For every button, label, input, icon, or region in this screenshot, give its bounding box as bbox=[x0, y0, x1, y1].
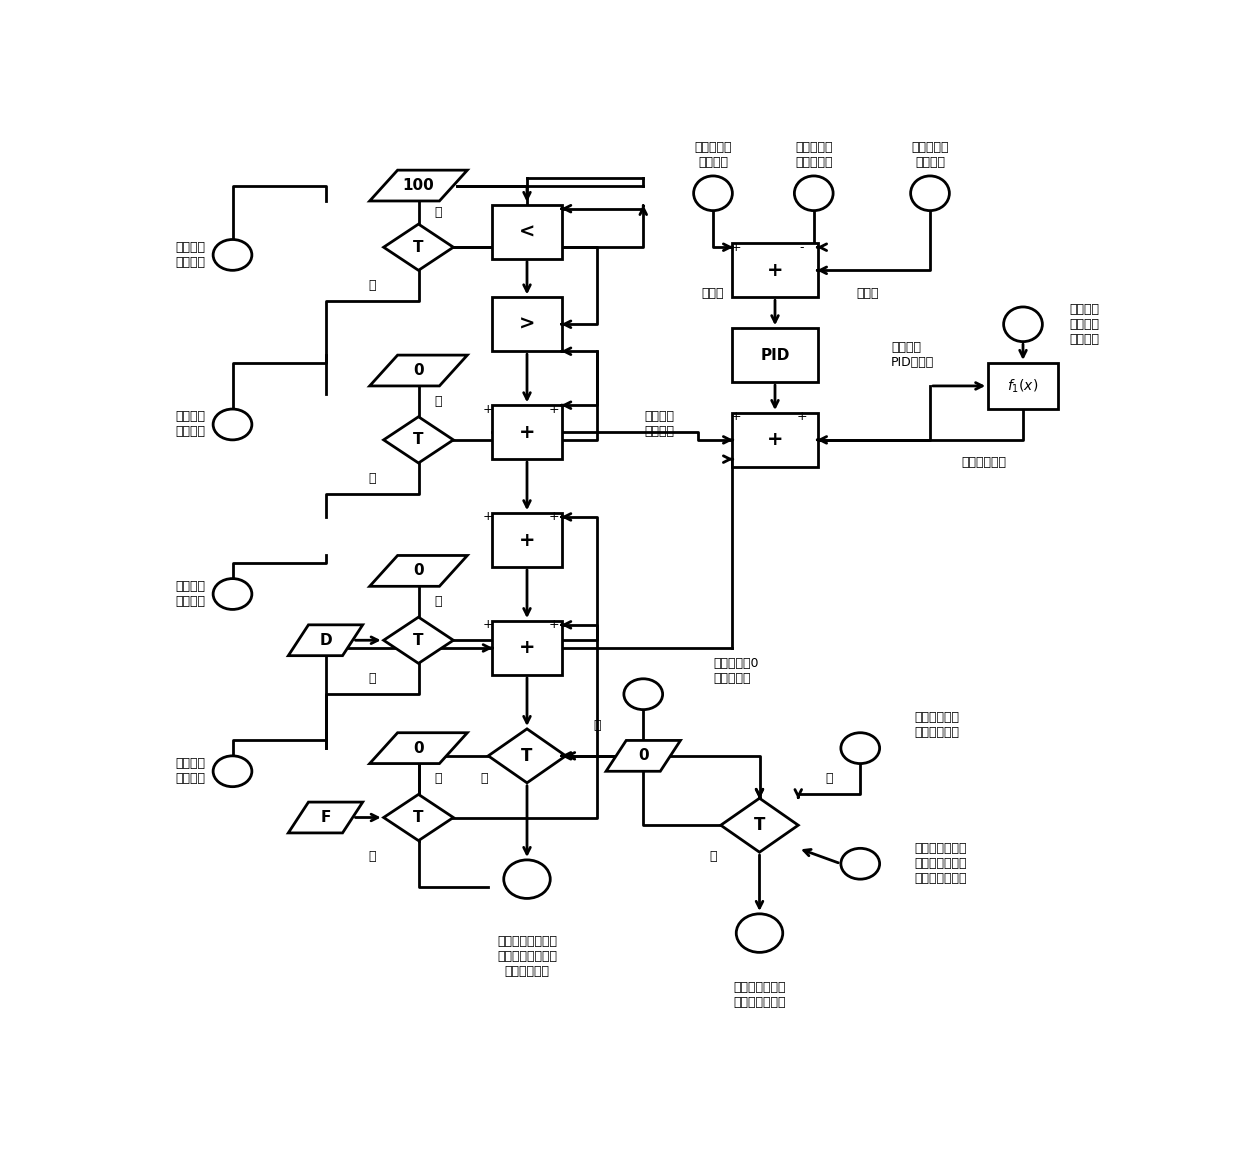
Text: +: + bbox=[482, 619, 494, 632]
Text: D: D bbox=[319, 633, 332, 648]
Text: +: + bbox=[518, 639, 536, 657]
FancyBboxPatch shape bbox=[492, 621, 562, 675]
Text: +: + bbox=[482, 511, 494, 524]
Ellipse shape bbox=[841, 733, 879, 764]
Ellipse shape bbox=[213, 578, 252, 610]
Text: $f_1(x)$: $f_1(x)$ bbox=[1007, 377, 1039, 395]
Text: 否: 否 bbox=[709, 850, 717, 863]
Ellipse shape bbox=[795, 176, 833, 210]
Text: 0: 0 bbox=[413, 741, 424, 756]
Text: 低压旁路
调节阀门
控制指令: 低压旁路 调节阀门 控制指令 bbox=[1069, 303, 1100, 346]
Text: +: + bbox=[518, 531, 536, 549]
Text: T: T bbox=[413, 810, 424, 825]
Text: 高压旁路调节阀门
供热机组旁路供热
方式控制指令: 高压旁路调节阀门 供热机组旁路供热 方式控制指令 bbox=[497, 935, 557, 978]
Polygon shape bbox=[288, 802, 363, 832]
Text: 高旁蒸汽流
量测量值: 高旁蒸汽流 量测量值 bbox=[911, 140, 949, 168]
Polygon shape bbox=[606, 741, 681, 771]
Text: 高旁流量
控制指令: 高旁流量 控制指令 bbox=[645, 411, 675, 439]
Text: +: + bbox=[766, 261, 784, 280]
Text: +: + bbox=[482, 403, 494, 416]
Text: 高压旁路调节阀
门供热机组启、
停方式控制指令: 高压旁路调节阀 门供热机组启、 停方式控制指令 bbox=[915, 842, 967, 885]
Text: 是: 是 bbox=[368, 280, 376, 293]
Text: +: + bbox=[518, 423, 536, 441]
Text: 是: 是 bbox=[368, 850, 376, 863]
Text: 0: 0 bbox=[413, 563, 424, 578]
Text: +: + bbox=[730, 240, 742, 254]
Text: T: T bbox=[413, 239, 424, 254]
Polygon shape bbox=[720, 799, 799, 852]
Text: +: + bbox=[549, 511, 559, 524]
Text: 设定值: 设定值 bbox=[702, 287, 724, 300]
FancyBboxPatch shape bbox=[492, 297, 562, 352]
Ellipse shape bbox=[624, 679, 662, 709]
Ellipse shape bbox=[1003, 307, 1043, 341]
Text: 否: 否 bbox=[434, 205, 441, 219]
Text: T: T bbox=[413, 633, 424, 648]
FancyBboxPatch shape bbox=[733, 413, 817, 467]
FancyBboxPatch shape bbox=[733, 244, 817, 297]
Text: 100: 100 bbox=[403, 178, 434, 193]
Text: 保护关闭至0
的条件满足: 保护关闭至0 的条件满足 bbox=[713, 657, 759, 685]
FancyBboxPatch shape bbox=[733, 329, 817, 382]
Text: T: T bbox=[413, 432, 424, 447]
Text: 否: 否 bbox=[481, 772, 489, 786]
Ellipse shape bbox=[693, 176, 733, 210]
Text: 被调量: 被调量 bbox=[857, 287, 879, 300]
Text: F: F bbox=[320, 810, 331, 825]
FancyBboxPatch shape bbox=[492, 405, 562, 459]
Text: 否: 否 bbox=[434, 395, 441, 408]
Ellipse shape bbox=[910, 176, 950, 210]
Polygon shape bbox=[383, 794, 454, 841]
Polygon shape bbox=[383, 618, 454, 663]
Text: +: + bbox=[730, 410, 742, 424]
Text: 闭锁开启
条件满足: 闭锁开启 条件满足 bbox=[175, 241, 205, 269]
Ellipse shape bbox=[503, 860, 551, 899]
Ellipse shape bbox=[213, 409, 252, 440]
Text: +: + bbox=[549, 619, 559, 632]
Text: 否: 否 bbox=[434, 596, 441, 608]
Polygon shape bbox=[370, 355, 467, 385]
Text: T: T bbox=[754, 816, 765, 835]
Text: 连锁关闭
条件满足: 连锁关闭 条件满足 bbox=[175, 757, 205, 785]
Ellipse shape bbox=[841, 849, 879, 879]
Text: 是: 是 bbox=[593, 719, 600, 731]
Text: 0: 0 bbox=[637, 749, 649, 763]
Ellipse shape bbox=[213, 756, 252, 787]
Text: +: + bbox=[766, 431, 784, 449]
Polygon shape bbox=[489, 729, 565, 783]
Text: 高压旁路调节阀
门自动控制指令: 高压旁路调节阀 门自动控制指令 bbox=[733, 981, 786, 1009]
Polygon shape bbox=[370, 171, 467, 201]
Polygon shape bbox=[383, 417, 454, 463]
Text: 连锁开启
条件满足: 连锁开启 条件满足 bbox=[175, 580, 205, 608]
Text: >: > bbox=[518, 315, 536, 333]
Text: 高旁减温水
流量测量值: 高旁减温水 流量测量值 bbox=[795, 140, 832, 168]
FancyBboxPatch shape bbox=[492, 513, 562, 567]
Text: 随动控制指令: 随动控制指令 bbox=[961, 456, 1006, 469]
Text: +: + bbox=[549, 403, 559, 416]
Text: 是: 是 bbox=[368, 471, 376, 485]
Text: +: + bbox=[797, 410, 807, 424]
Polygon shape bbox=[370, 733, 467, 764]
Text: 否: 否 bbox=[434, 772, 441, 786]
Text: PID: PID bbox=[760, 347, 790, 362]
FancyBboxPatch shape bbox=[492, 204, 562, 259]
Text: 闭锁关闭
条件满足: 闭锁关闭 条件满足 bbox=[175, 411, 205, 439]
Text: -: - bbox=[800, 240, 805, 254]
FancyBboxPatch shape bbox=[988, 362, 1058, 409]
Text: 是: 是 bbox=[826, 772, 833, 786]
Polygon shape bbox=[370, 555, 467, 586]
Text: 是: 是 bbox=[368, 672, 376, 685]
Text: <: < bbox=[518, 222, 536, 241]
Polygon shape bbox=[383, 224, 454, 271]
Text: 0: 0 bbox=[413, 363, 424, 378]
Text: 低旁蒸汽流
量测量值: 低旁蒸汽流 量测量值 bbox=[694, 140, 732, 168]
Polygon shape bbox=[288, 625, 363, 656]
Ellipse shape bbox=[213, 239, 252, 271]
Text: T: T bbox=[521, 747, 533, 765]
Text: 供热机组处于
旁路供热方式: 供热机组处于 旁路供热方式 bbox=[915, 711, 960, 740]
Text: 高旁流量
PID调节器: 高旁流量 PID调节器 bbox=[892, 341, 935, 369]
Ellipse shape bbox=[737, 914, 782, 952]
